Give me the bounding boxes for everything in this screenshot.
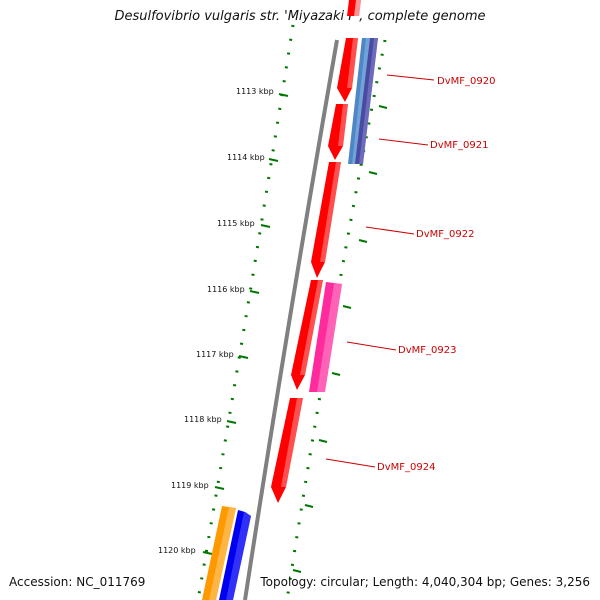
tick-label: 1114 kbp <box>227 153 265 162</box>
gene-dvmf-0920[interactable] <box>337 38 358 102</box>
label-leaders <box>325 74 435 468</box>
gene-dvmf-0923-pink[interactable] <box>309 282 342 392</box>
tick-label: 1118 kbp <box>184 415 222 424</box>
tick-marks <box>202 93 289 555</box>
gene-label: DvMF_0921 <box>430 140 488 151</box>
tick-label: 1120 kbp <box>158 546 196 555</box>
gene-label: DvMF_0922 <box>416 229 474 240</box>
gene-label: DvMF_0924 <box>377 462 435 473</box>
genome-backbone <box>243 39 339 600</box>
gene-top-remnant-highlight <box>354 0 361 16</box>
outer-tick-marks <box>292 105 388 573</box>
gene-orange[interactable] <box>202 506 236 600</box>
tick-label: 1116 kbp <box>207 285 245 294</box>
genome-title: Desulfovibrio vulgaris str. 'Miyazaki F'… <box>114 9 486 24</box>
gene-dvmf-0921-red[interactable] <box>328 104 348 160</box>
tick-label: 1115 kbp <box>217 219 255 228</box>
gene-dvmf-0921-slate[interactable] <box>355 38 378 164</box>
gene-label: DvMF_0920 <box>437 76 495 87</box>
tick-label: 1119 kbp <box>171 481 209 490</box>
gene-dvmf-0924[interactable] <box>271 398 303 503</box>
genome-summary-text: Topology: circular; Length: 4,040,304 bp… <box>260 575 590 589</box>
gene-dvmf-0922[interactable] <box>311 162 341 278</box>
gene-label: DvMF_0923 <box>398 345 456 356</box>
gene-dvmf-0923-red[interactable] <box>291 280 323 390</box>
gene-dvmf-0920-blue[interactable] <box>348 38 370 164</box>
tick-label: 1113 kbp <box>236 87 274 96</box>
accession-text: Accession: NC_011769 <box>9 575 146 589</box>
gene-blue[interactable] <box>219 510 251 600</box>
tick-label: 1117 kbp <box>196 350 234 359</box>
